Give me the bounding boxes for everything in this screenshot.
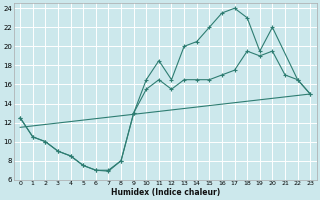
X-axis label: Humidex (Indice chaleur): Humidex (Indice chaleur): [111, 188, 220, 197]
